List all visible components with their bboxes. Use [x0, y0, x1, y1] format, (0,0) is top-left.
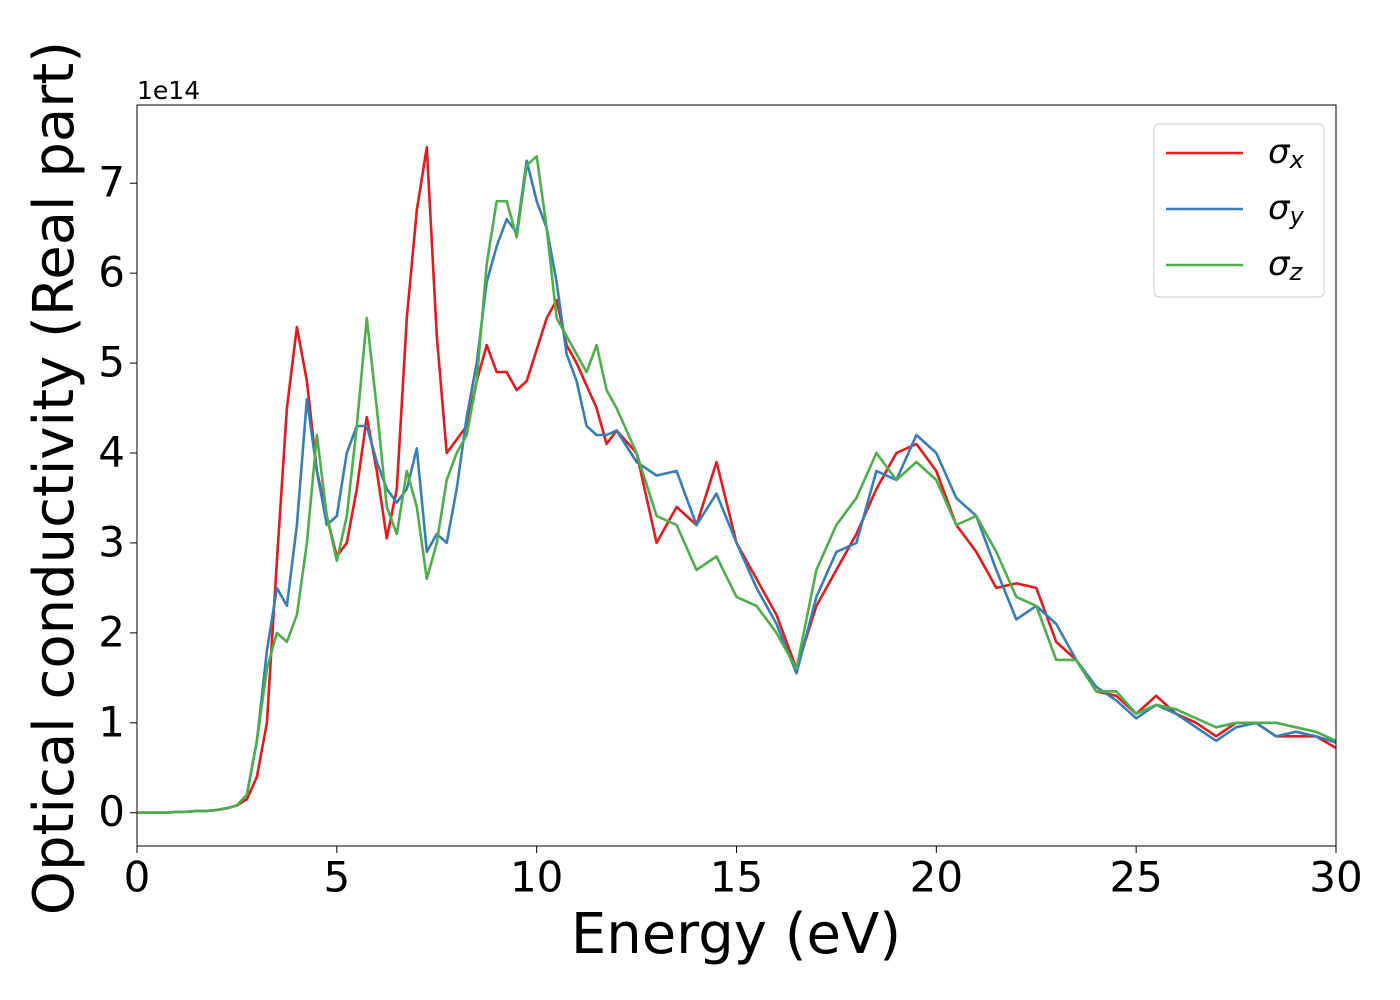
- x-tick-label: 30: [1309, 853, 1362, 902]
- legend-label: σx: [1268, 132, 1305, 175]
- x-tick-label: 20: [910, 853, 963, 902]
- series-line: [137, 155, 1336, 814]
- x-tick-label: 15: [710, 853, 763, 902]
- x-tick-label: 5: [323, 853, 350, 902]
- x-tick-label: 0: [124, 853, 151, 902]
- legend-label: σy: [1268, 188, 1305, 231]
- x-tick-label: 25: [1109, 853, 1162, 902]
- y-tick-label: 2: [98, 607, 125, 656]
- series-line: [137, 159, 1336, 814]
- y-tick-label: 4: [98, 428, 125, 477]
- y-tick-label: 7: [98, 158, 125, 207]
- series-line: [137, 146, 1336, 814]
- legend-box: [1153, 123, 1325, 298]
- y-tick-label: 1: [98, 697, 125, 746]
- x-axis-label: Energy (eV): [571, 902, 901, 967]
- plot-frame: [136, 104, 1337, 847]
- x-tick-label: 10: [510, 853, 563, 902]
- y-tick-label: 0: [98, 787, 125, 836]
- legend-label: σz: [1268, 244, 1304, 287]
- y-axis-label: Optical conductivity (Real part): [22, 41, 87, 915]
- y-tick-label: 3: [98, 517, 125, 566]
- y-tick-label: 6: [98, 248, 125, 297]
- offset-label: 1e14: [137, 76, 200, 105]
- y-tick-label: 5: [98, 338, 125, 387]
